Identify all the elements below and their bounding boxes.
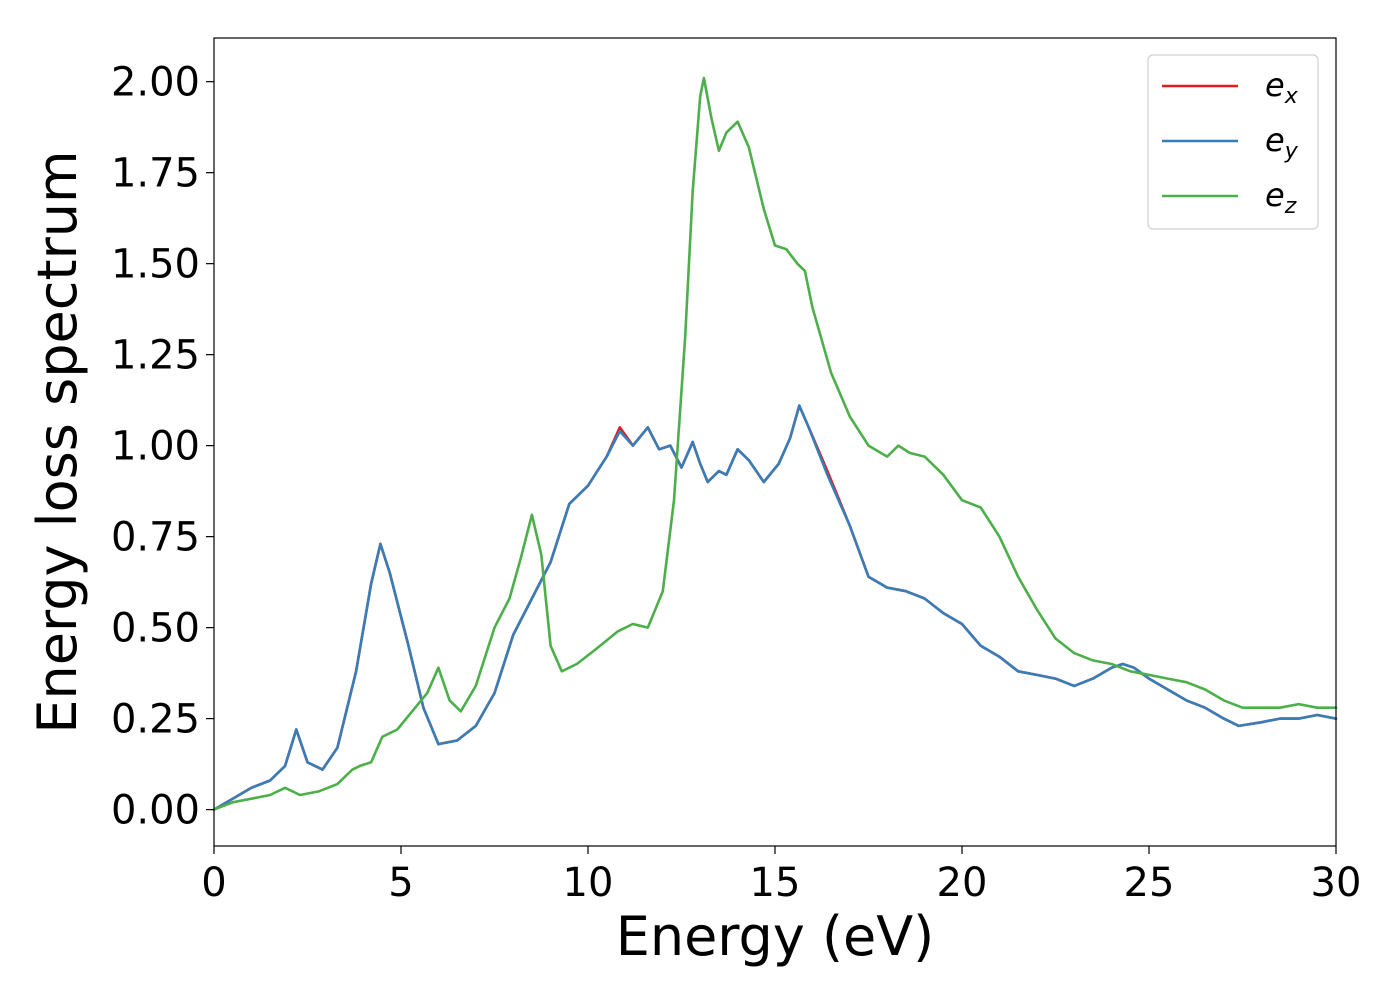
x-tick-label: 10 [563, 860, 614, 906]
x-axis-ticks: 0 5 10 15 20 25 30 [201, 846, 1361, 906]
x-axis-label: Energy (eV) [616, 905, 935, 968]
legend: ex ey ez [1147, 54, 1319, 230]
y-axis-label: Energy loss spectrum [26, 150, 89, 733]
y-tick-label: 1.75 [111, 151, 200, 197]
legend-label-y: ey [1265, 121, 1299, 164]
legend-label-x: ex [1265, 66, 1299, 109]
x-tick-label: 25 [1124, 860, 1175, 906]
y-tick-label: 0.25 [111, 697, 200, 743]
legend-label-z: ez [1265, 176, 1297, 219]
y-tick-label: 0.75 [111, 515, 200, 561]
y-tick-label: 0.00 [111, 788, 200, 834]
y-tick-label: 0.50 [111, 606, 200, 652]
x-tick-label: 5 [388, 860, 413, 906]
y-tick-label: 2.00 [111, 60, 200, 106]
x-tick-label: 20 [937, 860, 988, 906]
y-axis-ticks: 0.00 0.25 0.50 0.75 1.00 1.25 1.50 1.75 2.00 [111, 60, 214, 834]
series-line-z [212, 76, 1338, 811]
x-tick-label: 30 [1311, 860, 1362, 906]
y-tick-label: 1.00 [111, 424, 200, 470]
y-tick-label: 1.50 [111, 242, 200, 288]
y-tick-label: 1.25 [111, 333, 200, 379]
series-layer [212, 76, 1338, 811]
series-line-y [212, 404, 1338, 811]
x-tick-label: 0 [201, 860, 226, 906]
x-tick-label: 15 [750, 860, 801, 906]
